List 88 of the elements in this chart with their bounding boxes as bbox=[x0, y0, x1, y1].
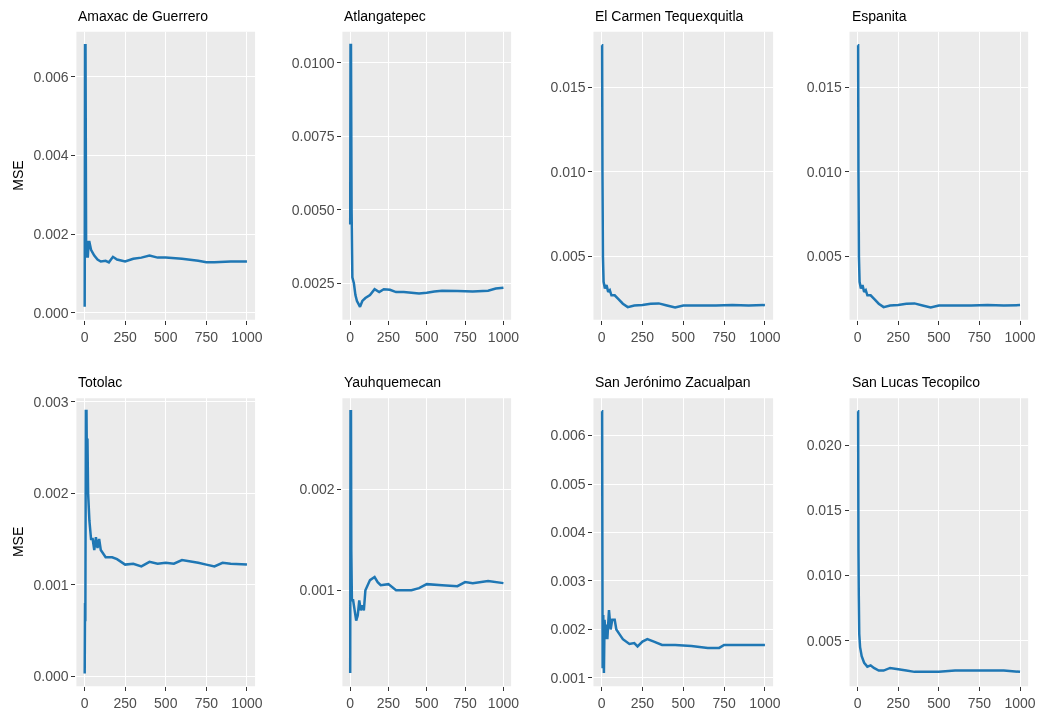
x-tick-label: 0 bbox=[346, 328, 355, 345]
line-series bbox=[83, 409, 249, 675]
line-series bbox=[856, 410, 1022, 674]
line-series bbox=[856, 44, 1022, 309]
x-tick-label: 1000 bbox=[487, 328, 520, 345]
y-tick-label: 0.004 bbox=[33, 147, 69, 164]
chart-title: El Carmen Tequexquitla bbox=[595, 8, 744, 24]
chart-title: Atlangatepec bbox=[344, 8, 426, 24]
x-tick-label: 0 bbox=[853, 328, 862, 345]
y-tick-label: 0.0075 bbox=[291, 128, 335, 145]
y-tick-label: 0.002 bbox=[299, 481, 335, 498]
x-tick-label: 750 bbox=[967, 328, 992, 345]
x-tick-label: 250 bbox=[376, 695, 401, 711]
x-tick-label: 1000 bbox=[749, 695, 781, 711]
x-tick-label: 500 bbox=[154, 328, 178, 345]
x-tick-label: 250 bbox=[886, 695, 911, 711]
x-tick-label: 250 bbox=[630, 695, 655, 711]
x-tick-label: 500 bbox=[671, 328, 696, 345]
chart-title: Espanita bbox=[852, 8, 907, 24]
x-tick-label: 750 bbox=[453, 328, 477, 345]
y-tick-label: 0.005 bbox=[806, 248, 842, 265]
x-tick-label: 500 bbox=[154, 695, 178, 711]
x-tick-label: 1000 bbox=[1004, 695, 1036, 711]
x-tick-label: 1000 bbox=[487, 695, 520, 711]
chart-title: San Jerónimo Zacualpan bbox=[595, 374, 751, 390]
y-tick-label: 0.002 bbox=[33, 485, 69, 502]
y-tick-label: 0.000 bbox=[33, 304, 69, 321]
y-tick-label: 0.004 bbox=[550, 524, 586, 541]
y-tick-label: 0.005 bbox=[806, 632, 842, 649]
x-tick-label: 0 bbox=[853, 695, 862, 711]
y-tick-label: 0.0050 bbox=[291, 201, 335, 218]
x-tick-label: 1000 bbox=[231, 328, 263, 345]
chart-title: Amaxac de Guerrero bbox=[78, 8, 209, 24]
y-tick-label: 0.020 bbox=[806, 437, 842, 454]
y-tick-label: 0.003 bbox=[550, 572, 586, 589]
y-tick-label: 0.002 bbox=[33, 225, 69, 242]
y-tick-label: 0.001 bbox=[299, 582, 335, 599]
x-tick-label: 750 bbox=[712, 328, 736, 345]
y-tick-label: 0.010 bbox=[550, 163, 586, 180]
y-axis-title: MSE bbox=[9, 526, 26, 558]
y-tick-label: 0.006 bbox=[33, 68, 69, 85]
x-tick-label: 750 bbox=[453, 695, 477, 711]
y-tick-label: 0.015 bbox=[550, 79, 586, 96]
x-tick-label: 500 bbox=[927, 328, 951, 345]
x-tick-label: 1000 bbox=[749, 328, 781, 345]
x-tick-label: 500 bbox=[415, 695, 439, 711]
x-tick-label: 750 bbox=[194, 328, 219, 345]
line-series bbox=[600, 44, 767, 309]
y-tick-label: 0.010 bbox=[806, 567, 842, 584]
x-tick-label: 750 bbox=[194, 695, 219, 711]
y-tick-label: 0.0100 bbox=[291, 54, 335, 71]
y-tick-label: 0.005 bbox=[550, 248, 586, 265]
x-tick-label: 750 bbox=[712, 695, 736, 711]
x-tick-label: 0 bbox=[597, 328, 606, 345]
y-axis-title: MSE bbox=[10, 160, 27, 191]
y-tick-label: 0.010 bbox=[806, 163, 842, 180]
y-tick-label: 0.001 bbox=[550, 669, 586, 686]
x-tick-label: 0 bbox=[80, 695, 89, 711]
line-series bbox=[83, 43, 249, 309]
x-tick-label: 250 bbox=[376, 328, 401, 345]
y-tick-label: 0.0025 bbox=[291, 275, 335, 292]
x-tick-label: 500 bbox=[927, 695, 951, 711]
x-tick-label: 250 bbox=[886, 328, 911, 345]
x-tick-label: 250 bbox=[113, 695, 138, 711]
x-tick-label: 1000 bbox=[231, 695, 263, 711]
y-tick-label: 0.002 bbox=[550, 621, 586, 638]
x-tick-label: 750 bbox=[967, 695, 992, 711]
line-series bbox=[600, 410, 767, 675]
chart-title: Totolac bbox=[78, 374, 123, 390]
y-tick-label: 0.000 bbox=[33, 668, 69, 685]
x-tick-label: 1000 bbox=[1004, 328, 1036, 345]
chart-title: Yauhquemecan bbox=[344, 374, 442, 390]
y-tick-label: 0.003 bbox=[33, 393, 69, 410]
x-tick-label: 250 bbox=[113, 328, 138, 345]
x-tick-label: 0 bbox=[80, 328, 89, 345]
line-series bbox=[348, 410, 505, 675]
x-tick-label: 500 bbox=[671, 695, 696, 711]
x-tick-label: 500 bbox=[415, 328, 439, 345]
y-tick-label: 0.005 bbox=[550, 475, 586, 492]
x-tick-label: 0 bbox=[346, 695, 355, 711]
y-tick-label: 0.001 bbox=[33, 576, 69, 593]
y-tick-label: 0.015 bbox=[806, 79, 842, 96]
x-tick-label: 250 bbox=[630, 328, 655, 345]
line-series bbox=[348, 43, 505, 309]
y-tick-label: 0.006 bbox=[550, 427, 586, 444]
chart-title: San Lucas Tecopilco bbox=[852, 374, 981, 390]
y-tick-label: 0.015 bbox=[806, 502, 842, 519]
x-tick-label: 0 bbox=[597, 695, 606, 711]
